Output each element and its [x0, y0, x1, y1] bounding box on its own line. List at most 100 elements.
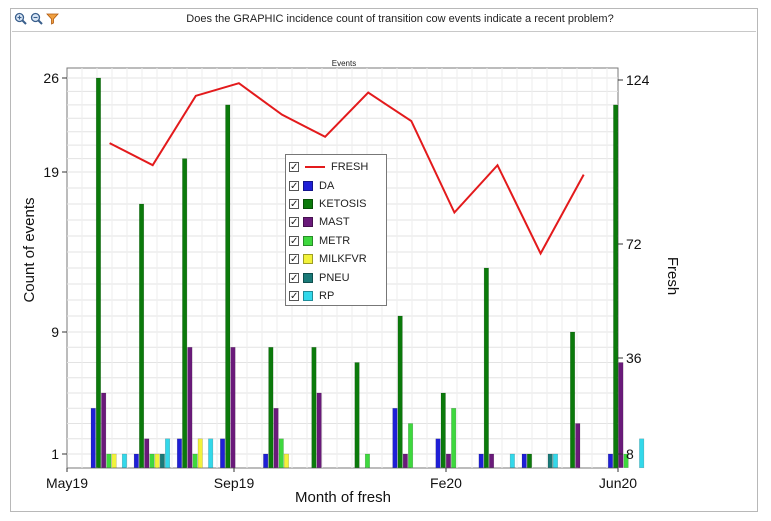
bar-ketosis-feb20	[483, 267, 489, 468]
y2-axis-label: Fresh	[664, 257, 681, 295]
bar-da-mar20	[521, 453, 527, 468]
x-tick-label: Fe20	[430, 475, 462, 491]
y2-tick-label: 8	[626, 446, 634, 462]
legend-label: FRESH	[331, 161, 369, 174]
legend-item-ketosis[interactable]: ✓ KETOSIS	[289, 195, 383, 213]
bar-rp-mar20	[552, 453, 558, 468]
y-tick-label: 1	[51, 446, 59, 462]
legend-item-metr[interactable]: ✓ METR	[289, 232, 383, 250]
legend-label: RP	[319, 289, 335, 302]
bar-ketosis-nov19	[354, 362, 360, 468]
bar-metr-sep19	[278, 438, 284, 469]
bar-mast-oct19	[316, 392, 322, 468]
legend-item-da[interactable]: ✓ DA	[289, 176, 383, 194]
bar-ketosis-aug19	[225, 104, 231, 469]
legend-swatch-pneu	[303, 272, 313, 283]
bar-metr-may19	[106, 453, 112, 468]
bar-ketosis-jun19	[139, 203, 145, 468]
checkbox-checked-icon[interactable]: ✓	[289, 162, 299, 174]
legend-label: MILKFVR	[319, 253, 367, 266]
filter-icon[interactable]	[46, 12, 59, 25]
legend-item-fresh[interactable]: ✓ FRESH	[289, 158, 383, 176]
bar-pneu-mar20	[547, 453, 553, 468]
chart-toolbar	[14, 12, 59, 28]
bar-rp-feb20	[509, 453, 515, 468]
bar-ketosis-mar20	[526, 453, 532, 468]
bar-mast-may19	[101, 392, 107, 468]
x-axis-label: Month of fresh	[295, 489, 391, 506]
bar-da-may19	[90, 408, 96, 469]
y2-axis-ticks: 8 36 72 124	[618, 72, 650, 462]
legend-swatch-mast	[303, 217, 313, 228]
checkbox-checked-icon[interactable]: ✓	[289, 235, 299, 247]
legend-label: KETOSIS	[319, 197, 367, 210]
bar-milkfvr-may19	[111, 453, 117, 468]
bar-mast-may20	[618, 362, 624, 468]
legend-item-rp[interactable]: ✓ RP	[289, 287, 383, 305]
bar-series	[90, 77, 645, 469]
legend-label: MAST	[319, 216, 350, 229]
checkbox-checked-icon[interactable]: ✓	[289, 272, 299, 284]
chart-question: Does the GRAPHIC incidence count of tran…	[186, 13, 614, 25]
bar-metr-jun19	[149, 453, 155, 468]
bar-mast-sep19	[273, 408, 279, 469]
x-tick-label: Jun20	[599, 475, 637, 491]
checkbox-checked-icon[interactable]: ✓	[289, 198, 299, 210]
y2-tick-label: 36	[626, 350, 642, 366]
bar-mast-jul19	[187, 347, 193, 469]
bar-rp-may20	[639, 438, 645, 469]
bar-rp-jun19	[165, 438, 171, 469]
legend-item-milkfvr[interactable]: ✓ MILKFVR	[289, 250, 383, 268]
bar-da-may20	[607, 453, 613, 468]
legend-item-pneu[interactable]: ✓ PNEU	[289, 268, 383, 286]
legend-swatch-milkfvr	[303, 254, 313, 265]
legend-swatch-fresh	[305, 166, 325, 169]
bar-ketosis-may19	[95, 77, 101, 468]
legend-label: PNEU	[319, 271, 350, 284]
bar-da-aug19	[220, 438, 226, 469]
bar-ketosis-apr20	[570, 331, 576, 468]
y-tick-label: 19	[43, 164, 59, 180]
bar-rp-may19	[121, 453, 127, 468]
bar-ketosis-oct19	[311, 347, 317, 469]
bar-da-jul19	[176, 438, 182, 469]
legend-label: METR	[319, 234, 351, 247]
checkbox-checked-icon[interactable]: ✓	[289, 217, 299, 229]
bar-metr-nov19	[364, 453, 370, 468]
chart-title: Events	[332, 59, 356, 68]
bar-mast-jun19	[144, 438, 150, 469]
bar-ketosis-dec19	[397, 315, 403, 468]
bar-rp-jul19	[208, 438, 214, 469]
bar-da-sep19	[263, 453, 269, 468]
bar-mast-feb20	[489, 453, 495, 468]
bar-metr-may20	[623, 453, 629, 468]
checkbox-checked-icon[interactable]: ✓	[289, 290, 299, 302]
legend-swatch-metr	[303, 235, 313, 246]
zoom-out-icon[interactable]	[30, 12, 43, 25]
bar-mast-apr20	[575, 423, 581, 468]
bar-mast-jan20	[445, 453, 451, 468]
bar-da-jun19	[133, 453, 139, 468]
bar-mast-aug19	[230, 347, 236, 469]
x-axis-ticks: May19 Sep19 Fe20 Jun20	[46, 468, 637, 491]
bar-da-dec19	[392, 408, 398, 469]
x-tick-label: May19	[46, 475, 88, 491]
bar-metr-dec19	[408, 423, 414, 468]
y-tick-label: 9	[51, 324, 59, 340]
bar-da-feb20	[478, 453, 484, 468]
bar-mast-dec19	[402, 453, 408, 468]
bar-da-jan20	[435, 438, 441, 469]
legend-swatch-rp	[303, 290, 313, 301]
checkbox-checked-icon[interactable]: ✓	[289, 180, 299, 192]
bar-ketosis-jan20	[440, 392, 446, 468]
legend-item-mast[interactable]: ✓ MAST	[289, 213, 383, 231]
legend-label: DA	[319, 179, 335, 192]
bar-ketosis-sep19	[268, 347, 274, 469]
bar-milkfvr-sep19	[283, 453, 289, 468]
checkbox-checked-icon[interactable]: ✓	[289, 254, 299, 266]
zoom-in-icon[interactable]	[14, 12, 27, 25]
bar-milkfvr-jun19	[154, 453, 160, 468]
bar-ketosis-jul19	[182, 158, 188, 469]
bar-metr-jan20	[451, 408, 457, 469]
